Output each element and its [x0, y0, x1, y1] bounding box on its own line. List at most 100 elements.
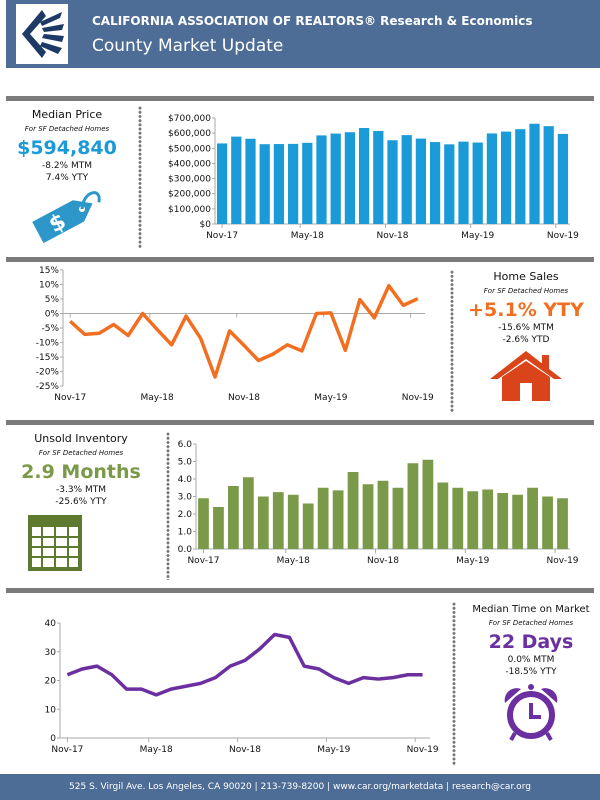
x-tick-label: May-18 — [140, 745, 173, 755]
yty-change: -18.5% YTY — [505, 667, 557, 677]
bar — [486, 133, 498, 224]
bar — [358, 127, 370, 224]
bar — [557, 133, 569, 224]
mtm-change: -15.6% MTM — [498, 323, 554, 333]
section-divider — [6, 420, 594, 425]
bar — [482, 489, 494, 549]
bar — [557, 498, 568, 549]
y-tick-label: 3.0 — [178, 493, 193, 503]
bar — [362, 484, 374, 549]
bar — [287, 494, 299, 549]
bar — [444, 144, 455, 224]
bar — [387, 140, 398, 224]
x-tick-label: May-18 — [291, 231, 324, 241]
y-tick-label: -20% — [36, 368, 60, 378]
bar — [242, 477, 254, 549]
bar — [497, 493, 509, 549]
x-tick-label: Nov-19 — [407, 745, 439, 755]
bar — [472, 142, 483, 224]
x-tick-label: Nov-17 — [51, 745, 83, 755]
y-tick-label: 0.0 — [178, 545, 193, 555]
dotted-separator — [452, 602, 456, 766]
x-tick-label: Nov-19 — [547, 231, 579, 241]
x-tick-label: Nov-17 — [187, 556, 219, 566]
bar — [407, 463, 419, 549]
header-banner — [6, 0, 600, 68]
x-tick-label: May-19 — [314, 393, 347, 403]
mtm-change: -3.3% MTM — [55, 485, 106, 495]
bar — [273, 144, 285, 224]
y-tick-label: 15% — [39, 266, 59, 276]
y-tick-label: 30 — [45, 648, 57, 658]
bar — [429, 142, 441, 224]
house-icon — [490, 351, 562, 401]
time-on-market-panel: Median Time on Market For SF Detached Ho… — [462, 604, 600, 747]
y-tick-label: 6.0 — [178, 440, 193, 450]
panel-subtitle: For SF Detached Homes — [24, 125, 110, 133]
bar — [231, 136, 242, 224]
y-tick-label: 0% — [45, 310, 60, 320]
bar — [401, 135, 412, 224]
section-divider — [6, 96, 594, 101]
y-tick-label: $500,000 — [168, 144, 211, 154]
time-on-market-value: 22 Days — [488, 631, 574, 653]
time-on-market-chart: 0 10 20 30 40 Nov-17 May-18 Nov-18 May-19 Nov-19 — [45, 619, 439, 755]
bar — [515, 129, 526, 224]
bar — [245, 138, 256, 224]
bar — [287, 143, 299, 224]
x-tick-label: May-19 — [317, 745, 350, 755]
home-sales-chart: -25% -20% -15% -10% -5% 0% 5% 10% 15% Nov-17 May-1… — [36, 266, 434, 403]
y-tick-label: $700,000 — [168, 114, 211, 124]
y-tick-label: 20 — [45, 677, 57, 687]
x-tick-label: May-18 — [141, 393, 174, 403]
bar — [422, 459, 434, 549]
section-divider — [6, 588, 594, 593]
y-tick-label: 5% — [45, 295, 60, 305]
yty-change: -25.6% YTY — [55, 497, 107, 507]
panel-title: Median Time on Market — [472, 604, 590, 615]
section-divider — [6, 257, 594, 262]
dotted-separator — [450, 270, 454, 412]
y-tick-label: 4.0 — [178, 475, 193, 485]
calendar-icon — [28, 515, 82, 571]
x-tick-label: May-19 — [461, 231, 494, 241]
median-price-chart: $0 $100,000 $200,000 $300,000 $400,000 $500,0… — [168, 114, 579, 241]
panel-subtitle: For SF Detached Homes — [38, 449, 124, 457]
y-tick-label: 0 — [50, 734, 56, 744]
y-tick-label: $0 — [200, 220, 212, 230]
panel-title: Home Sales — [493, 270, 559, 283]
bar — [302, 142, 313, 224]
x-tick-label: May-19 — [456, 556, 489, 566]
bar — [500, 131, 512, 224]
bar — [198, 498, 209, 549]
bar — [332, 490, 344, 549]
unsold-inventory-chart: 0.0 1.0 2.0 3.0 4.0 5.0 6.0 Nov-17 May-18 Nov-18 M… — [178, 440, 579, 566]
y-tick-label: -5% — [41, 324, 59, 334]
bar — [213, 507, 224, 549]
y-tick-label: 10 — [45, 705, 57, 715]
x-tick-label: Nov-18 — [367, 556, 399, 566]
mtm-change: -8.2% MTM — [41, 161, 92, 171]
series-line — [69, 283, 419, 379]
bar — [542, 496, 553, 549]
inventory-value: 2.9 Months — [21, 461, 141, 483]
bar — [259, 144, 270, 224]
unsold-inventory-panel: Unsold Inventory For SF Detached Homes 2… — [6, 432, 156, 577]
dotted-separator — [166, 432, 170, 580]
bar — [272, 492, 284, 549]
bar — [377, 480, 389, 549]
bar — [373, 131, 384, 224]
y-tick-label: $400,000 — [168, 159, 211, 169]
price-tag-icon: $ — [32, 191, 101, 244]
y-tick-label: $300,000 — [168, 175, 211, 185]
bar — [316, 135, 327, 224]
median-price-value: $594,840 — [17, 137, 117, 159]
bar — [317, 487, 329, 549]
panel-title: Unsold Inventory — [34, 432, 128, 445]
yty-change: 7.4% YTY — [45, 173, 89, 183]
x-tick-label: Nov-18 — [376, 231, 408, 241]
x-tick-label: Nov-17 — [54, 393, 86, 403]
y-tick-label: 5.0 — [178, 458, 193, 468]
x-tick-label: May-18 — [277, 556, 310, 566]
organization-name: CALIFORNIA ASSOCIATION OF REALTORS® Rese… — [92, 14, 533, 28]
